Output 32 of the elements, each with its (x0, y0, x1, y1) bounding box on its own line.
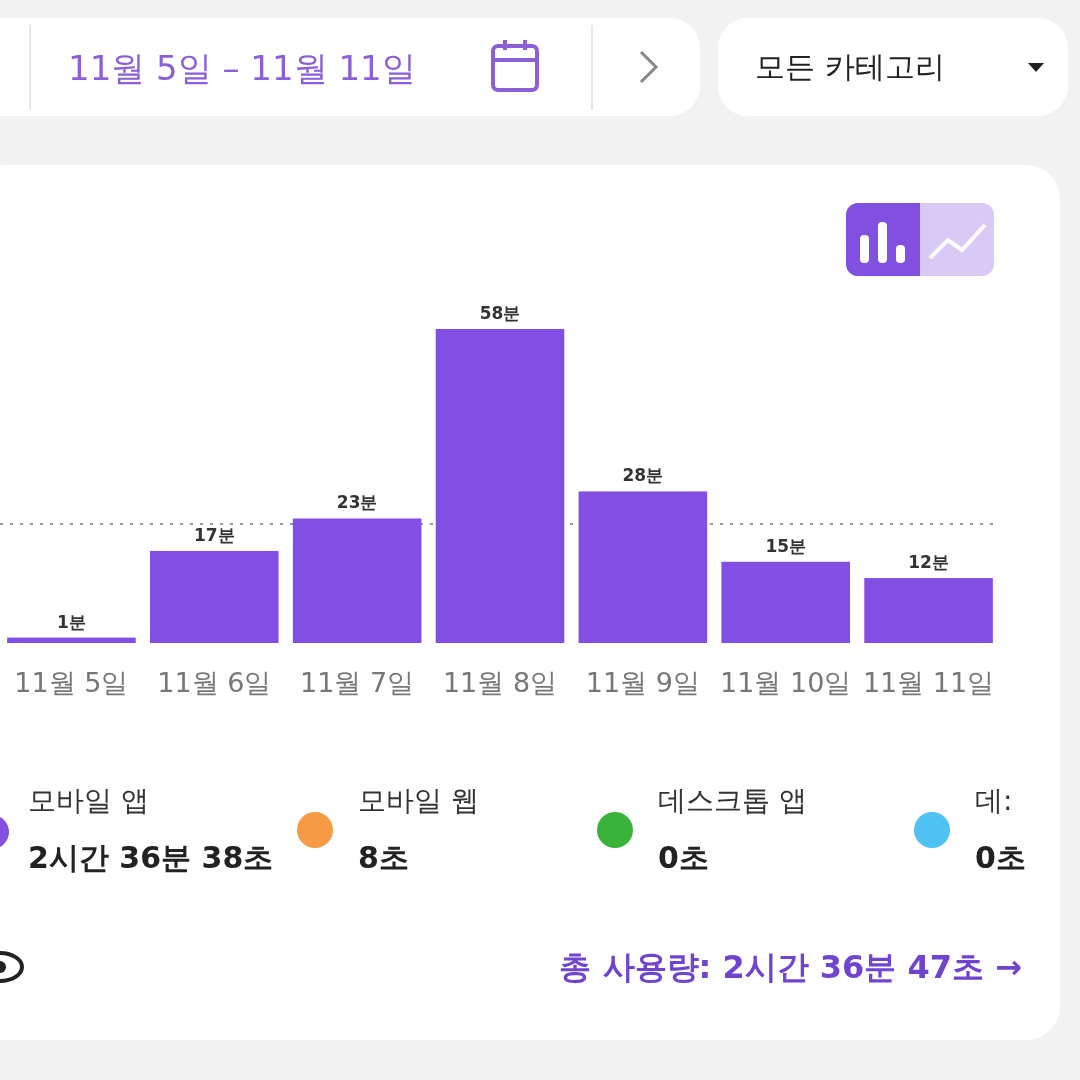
bar (721, 561, 850, 643)
text: 8초 (358, 840, 409, 875)
x-tick-label: 11월 6일 (157, 667, 272, 698)
bar (435, 329, 565, 643)
data-label: 1분 (57, 611, 86, 632)
data-label: 28분 (622, 465, 664, 486)
text: 모바일 웹 (358, 784, 479, 817)
x-tick-label: 11월 9일 (585, 667, 700, 698)
bar (864, 578, 993, 643)
data-label: 58분 (479, 303, 521, 323)
data-label: 12분 (908, 552, 949, 573)
bar (578, 491, 708, 643)
bar (7, 637, 136, 643)
chart-title: 11월 5일 – 11월 11일 (68, 48, 416, 88)
bar (150, 550, 279, 643)
text: 0초 (975, 840, 1026, 875)
data-label: 15분 (765, 535, 807, 556)
x-tick-label: 11월 7일 (300, 667, 415, 698)
data-label: 23분 (336, 492, 378, 513)
bar (292, 518, 422, 643)
text: 데스크톱 앱 (658, 784, 807, 817)
text: 총 사용량: 2시간 36분 47초 → (559, 948, 1022, 986)
x-tick-label: 11월 11일 (862, 667, 995, 698)
x-tick-label: 11월 8일 (442, 667, 558, 698)
data-label: 17분 (193, 524, 235, 545)
text: 2시간 36분 38초 (28, 840, 274, 875)
text: 데: (975, 784, 1013, 817)
text: 모바일 앱 (28, 784, 149, 817)
text: 0초 (658, 840, 709, 875)
x-tick-label: 11월 10일 (720, 667, 852, 698)
x-tick-label: 11월 5일 (14, 667, 129, 698)
text: 모든 카테고리 (755, 49, 945, 84)
